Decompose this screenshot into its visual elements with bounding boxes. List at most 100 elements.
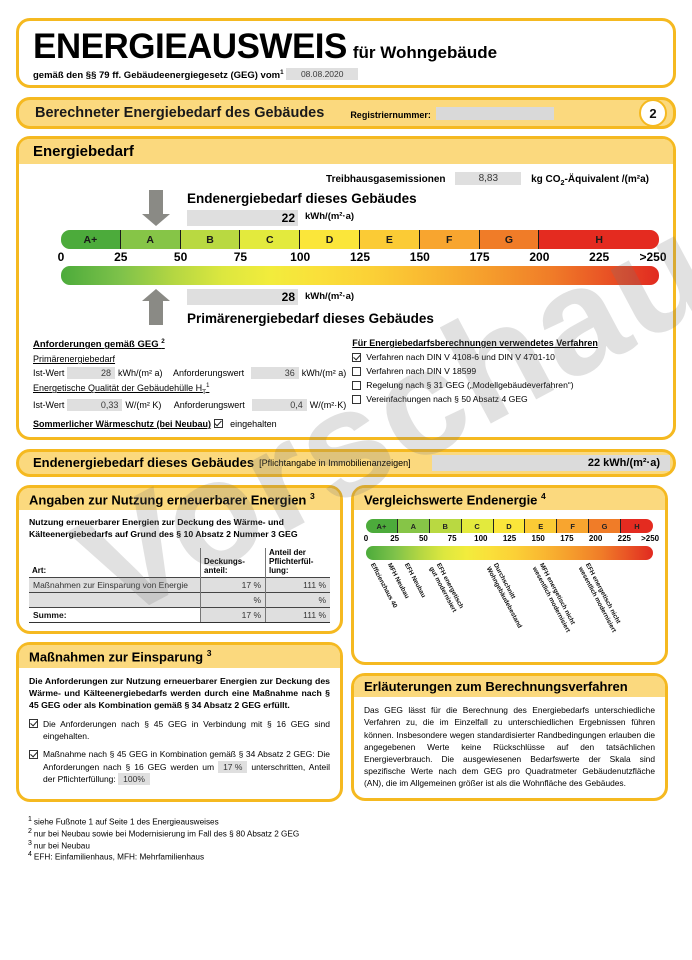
renewable-intro-text: Nutzung erneuerbarer Energien zur Deckun… [29,517,298,540]
ghg-unit-sub: 2 [560,178,565,187]
procedure-item-4: Vereinfachungen nach § 50 Absatz 4 GEG [352,394,659,404]
comparison-tick: 175 [560,534,574,544]
renewable-cell-art[interactable] [29,592,201,608]
deckungsanteil-line1: Deckungs- [204,556,245,566]
procedure-label-2: Verfahren nach DIN V 18599 [366,366,477,376]
comparison-card: Vergleichswerte Endenergie 4 A+ A B C D E F G H … [351,484,668,666]
endenergie-summary-value: 22 kWh/(m²·a) [432,454,670,471]
measures-item-2-checkbox[interactable] [29,749,38,759]
comparison-card-footnote: 4 [541,490,546,501]
measures-item-2-text: Maßnahme nach § 45 GEG in Kombination ge… [43,748,330,786]
right-column: Vergleichswerte Endenergie 4 A+ A B C D E F G H … [351,484,668,810]
measures-item-1-checkbox[interactable] [29,719,38,729]
primaerenergie-unit: kWh/(m²·a) [305,291,355,302]
renewable-cell-pflichterfuellung[interactable]: % [265,592,330,608]
energy-class-D: D [300,230,360,249]
renewable-cell-pflichterfuellung[interactable]: 111 % [265,577,330,593]
primary-req-value[interactable]: 36 [251,367,299,380]
page-number-badge: 2 [639,99,667,127]
procedure-checkbox-1[interactable] [352,352,362,362]
envelope-req-label: Anforderungswert [173,399,245,410]
summer-protection-checkbox[interactable] [213,418,223,428]
renewable-card-heading: Angaben zur Nutzung erneuerbarer Energie… [19,487,340,511]
renewable-card-footnote: 3 [310,490,315,501]
envelope-ist-label: Ist-Wert [33,399,65,410]
greenhouse-gas-value[interactable]: 8,83 [455,172,522,185]
primaerenergie-value: 28 [187,289,298,305]
renewable-cell-deckungsanteil[interactable]: 17 % [200,577,266,593]
renewable-col-art: Art: [32,566,47,576]
energiebedarf-body: Treibhausgasemissionen 8,83 kg CO2-Äquiv… [19,164,673,437]
comparison-class-D: D [493,519,526,534]
comparison-card-body: A+ A B C D E F G H 0 25 50 75 100 125 150 175 200 225 >250… [354,510,665,662]
measures-card-heading: Maßnahmen zur Einsparung 3 [19,645,340,668]
endenergie-label: Endenergiebedarf dieses Gebäudes [187,191,417,206]
comparison-class-Aplus: A+ [366,519,398,534]
primary-req-unit: kWh/(m² a) [301,368,347,379]
procedure-label-3: Regelung nach § 31 GEG („Modellgebäudeve… [366,380,574,390]
comparison-label: Durchschnitt Wohngebäudebestand [484,562,524,630]
measures-item-2-value-2[interactable]: 100% [118,772,150,786]
comparison-class-H: H [621,519,653,534]
lower-content-area: Angaben zur Nutzung erneuerbarer Energie… [16,484,676,810]
envelope-subheading-sub: T [202,388,207,396]
comparison-scale-ticks: 0 25 50 75 100 125 150 175 200 225 >250 [363,533,659,546]
primary-ist-unit: kWh/(m² a) [118,368,163,379]
comparison-class-E: E [525,519,558,534]
renewable-col-deckungsanteil: Deckungs- anteil: [200,547,266,578]
table-row: Maßnahmen zur Einsparung von Energie 17 %… [29,577,330,593]
ghg-unit-post: -Äquivalent /(m²a) [564,174,649,185]
endenergie-summary-title: Endenergiebedarf dieses Gebäudes [33,455,255,471]
requirements-heading-footnote: 2 [161,338,165,345]
comparison-label: EFH energetisch nicht wesentlich modernis… [576,562,622,634]
envelope-values: Ist-Wert 0,33 W/(m² K) Anforderungswert … [33,398,346,411]
energy-class-F: F [419,230,480,249]
scale-tick: 75 [233,250,248,264]
section-header-title: Berechneter Energiebedarf des Gebäudes [35,105,325,121]
explanation-card: Erläuterungen zum Berechnungsverfahren D… [351,673,668,801]
procedure-item-2: Verfahren nach DIN V 18599 [352,366,659,376]
comparison-tick: 25 [390,534,400,544]
renewable-energy-card: Angaben zur Nutzung erneuerbarer Energie… [16,484,343,635]
law-footnote-marker: 1 [280,68,284,76]
registration-label-text: Registriernummer: [350,109,431,120]
comparison-tick: 0 [363,534,369,544]
energy-scale-ticks: 0 25 50 75 100 125 150 175 200 225 >250 [57,249,667,266]
procedure-checkbox-4[interactable] [352,394,362,404]
measures-item-2-value-1[interactable]: 17 % [218,760,248,773]
law-reference: gemäß den §§ 79 ff. Gebäudeenergiegesetz… [33,68,659,81]
primary-energy-subheading: Primärenergiebedarf [33,354,116,365]
comparison-label: MFH energetisch nicht wesentlich modernis… [530,562,577,634]
measures-card-footnote: 3 [206,648,212,659]
registration-number-input[interactable] [435,106,554,120]
primary-ist-value[interactable]: 28 [67,367,115,380]
energy-class-G: G [479,230,540,249]
registration-number-label: Registriernummer: [350,106,554,120]
procedure-checkbox-2[interactable] [352,366,362,376]
renewable-cell-deckungsanteil[interactable]: % [200,592,266,608]
comparison-tick: 200 [588,534,603,544]
comparison-class-C: C [461,519,494,534]
envelope-subheading-text: Energetische Qualität der Gebäudehülle H [33,383,203,394]
renewable-card-body: Nutzung erneuerbarer Energien zur Deckun… [19,510,340,631]
requirements-row: Anforderungen gemäß GEG 2 Primärenergieb… [33,338,659,429]
scale-tick: 0 [57,250,65,264]
scale-tick: 50 [173,250,188,264]
renewable-sum-row: Summe: 17 % 111 % [29,607,330,624]
envelope-req-value[interactable]: 0,4 [251,398,307,411]
envelope-ist-value[interactable]: 0,33 [67,398,123,411]
law-date-field[interactable]: 08.08.2020 [286,68,359,80]
primary-req-label: Anforderungswert [173,368,245,379]
page-subtitle: für Wohngebäude [352,43,498,62]
measures-item-2-text-b: unterschritten, Anteil der Pflichterfüll… [43,761,330,784]
primaerenergie-label: Primärenergiebedarf dieses Gebäudes [187,311,434,326]
greenhouse-gas-unit: kg CO2-Äquivalent /(m²a) [531,174,649,187]
footnote: 2 nur bei Neubau sowie bei Modernisierung… [28,827,300,839]
table-row: %% [29,592,330,608]
scale-tick: 175 [469,250,490,264]
greenhouse-gas-label: Treibhausgasemissionen [326,174,446,185]
energiebedarf-heading: Energiebedarf [19,139,673,164]
renewable-cell-art[interactable]: Maßnahmen zur Einsparung von Energie [29,577,201,593]
procedure-checkbox-3[interactable] [352,380,362,390]
scale-tick: 225 [589,250,610,264]
